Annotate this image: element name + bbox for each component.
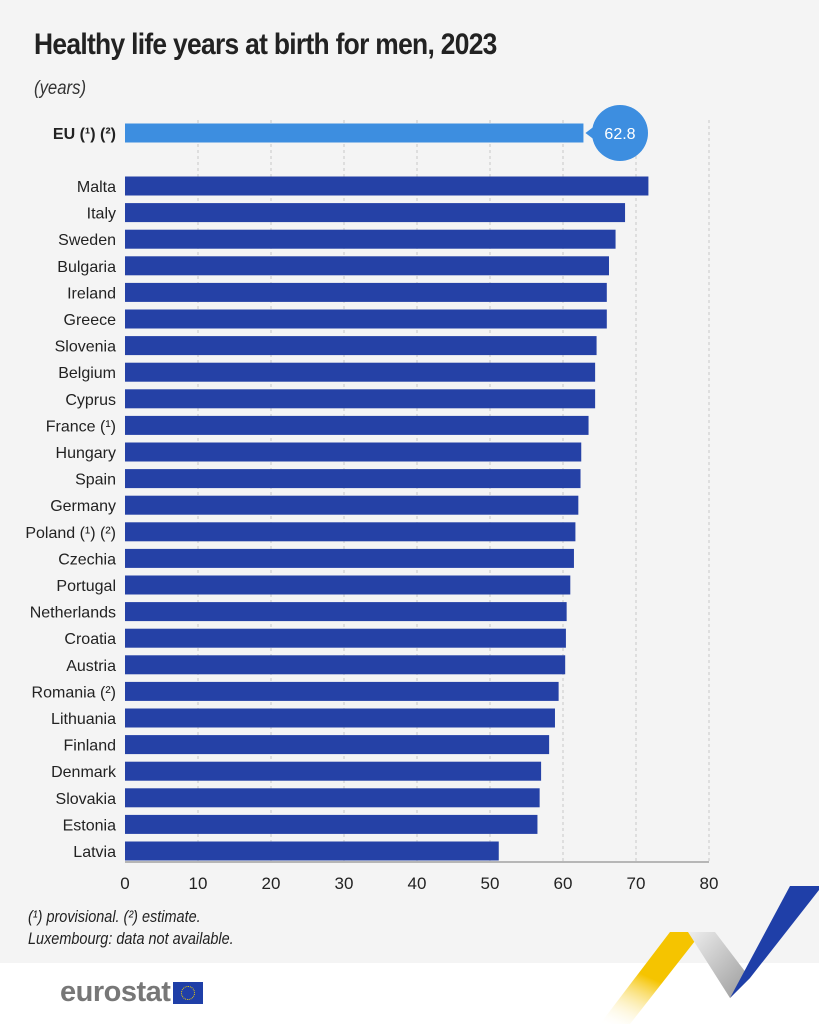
- category-label: Czechia: [58, 551, 116, 568]
- category-label: Lithuania: [51, 711, 116, 728]
- bar-spain: [125, 469, 581, 489]
- category-label: Netherlands: [30, 605, 116, 622]
- bar-latvia: [125, 841, 499, 861]
- bar-cyprus: [125, 389, 596, 409]
- category-label: Bulgaria: [57, 259, 116, 276]
- bar-bulgaria: [125, 256, 609, 276]
- category-label: Slovenia: [55, 339, 116, 356]
- bar-croatia: [125, 628, 566, 648]
- eu-label: EU (¹) (²): [53, 126, 116, 143]
- eu-flag-icon: [173, 981, 204, 1004]
- decorative-stripes: [600, 886, 819, 1024]
- eu-bar: [125, 123, 584, 143]
- bar-germany: [125, 495, 579, 515]
- category-label: Slovakia: [56, 791, 117, 808]
- bar-belgium: [125, 362, 596, 382]
- bar-chart: 0 10 20 30 40 50 60 70 80 EU (¹) (²) 62.8 Malta Ital…: [25, 105, 719, 893]
- x-tick-label: 40: [408, 874, 427, 893]
- bar-netherlands: [125, 602, 567, 622]
- category-label: Croatia: [64, 631, 116, 648]
- x-tick-label: 50: [481, 874, 500, 893]
- bar-romania: [125, 681, 559, 701]
- bar-slovakia: [125, 788, 540, 808]
- category-label: Greece: [64, 312, 117, 329]
- bar-austria: [125, 655, 566, 675]
- category-label: France (¹): [46, 418, 116, 435]
- footnote-1: (¹) provisional. (²) estimate.: [28, 907, 201, 926]
- category-label: Hungary: [56, 445, 116, 462]
- category-label: Belgium: [58, 365, 116, 382]
- chart-title: Healthy life years at birth for men, 202…: [34, 28, 497, 61]
- bar-ireland: [125, 282, 607, 302]
- bar-denmark: [125, 761, 542, 781]
- category-label: Estonia: [63, 817, 116, 834]
- bar-slovenia: [125, 336, 597, 356]
- logo-text: eurostat: [60, 976, 171, 1008]
- bar-hungary: [125, 442, 582, 462]
- category-label: Sweden: [58, 232, 116, 249]
- x-tick-label: 30: [335, 874, 354, 893]
- x-tick-label: 0: [120, 874, 129, 893]
- category-label: Italy: [87, 206, 116, 223]
- category-label: Austria: [66, 658, 116, 675]
- callout-pointer: [585, 125, 596, 141]
- x-tick-label: 20: [262, 874, 281, 893]
- bar-greece: [125, 309, 607, 329]
- eurostat-logo: eurostat: [60, 976, 204, 1009]
- category-label: Finland: [64, 738, 116, 755]
- category-label: Malta: [77, 179, 116, 196]
- bar-sweden: [125, 229, 616, 249]
- category-label: Latvia: [73, 844, 116, 861]
- bar-portugal: [125, 575, 571, 595]
- bar-finland: [125, 735, 550, 755]
- bar-france: [125, 415, 589, 435]
- bar-czechia: [125, 548, 574, 568]
- category-label: Cyprus: [65, 392, 116, 409]
- bar-poland: [125, 522, 576, 542]
- category-label: Denmark: [51, 764, 117, 781]
- bar-malta: [125, 176, 649, 196]
- x-tick-label: 70: [627, 874, 646, 893]
- value-callout: [592, 105, 648, 161]
- callout-value: 62.8: [604, 126, 635, 143]
- category-label: Poland (¹) (²): [25, 525, 116, 542]
- category-label: Portugal: [56, 578, 116, 595]
- footnotes: (¹) provisional. (²) estimate. Luxembour…: [28, 906, 234, 950]
- category-label: Germany: [50, 498, 116, 515]
- bar-estonia: [125, 814, 538, 834]
- x-tick-label: 10: [189, 874, 208, 893]
- footnote-2: Luxembourg: data not available.: [28, 929, 234, 948]
- category-label: Spain: [75, 472, 116, 489]
- unit-label: (years): [34, 78, 87, 99]
- x-tick-label: 60: [554, 874, 573, 893]
- bar-italy: [125, 203, 626, 223]
- x-tick-label: 80: [700, 874, 719, 893]
- category-label: Ireland: [67, 285, 116, 302]
- bar-lithuania: [125, 708, 555, 728]
- category-label: Romania (²): [32, 684, 116, 701]
